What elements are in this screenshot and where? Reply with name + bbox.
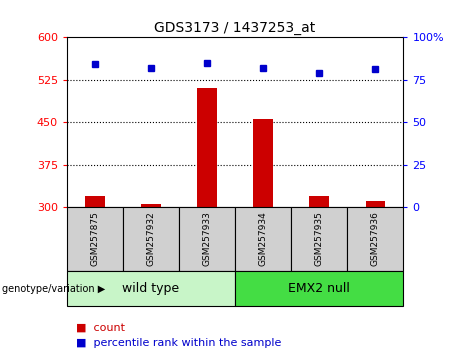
Bar <box>197 88 217 207</box>
Text: GSM257935: GSM257935 <box>315 211 324 267</box>
Bar <box>347 207 403 271</box>
Text: GSM257932: GSM257932 <box>147 212 155 266</box>
Text: GSM257875: GSM257875 <box>90 211 100 267</box>
Bar <box>254 119 273 207</box>
Bar <box>366 201 385 207</box>
Bar <box>235 271 403 306</box>
Bar <box>85 196 105 207</box>
Text: GSM257933: GSM257933 <box>202 211 212 267</box>
Bar <box>67 271 235 306</box>
Text: EMX2 null: EMX2 null <box>288 282 350 295</box>
Text: GSM257934: GSM257934 <box>259 212 268 266</box>
Text: wild type: wild type <box>123 282 179 295</box>
Text: ■  percentile rank within the sample: ■ percentile rank within the sample <box>76 338 281 348</box>
Title: GDS3173 / 1437253_at: GDS3173 / 1437253_at <box>154 21 316 35</box>
Bar <box>179 207 235 271</box>
Bar <box>123 207 179 271</box>
Text: ■  count: ■ count <box>76 322 125 332</box>
Bar <box>235 207 291 271</box>
Text: GSM257936: GSM257936 <box>371 211 380 267</box>
Bar <box>67 207 123 271</box>
Bar <box>309 196 329 207</box>
Bar <box>291 207 347 271</box>
Text: genotype/variation ▶: genotype/variation ▶ <box>2 284 106 293</box>
Bar <box>141 204 161 207</box>
